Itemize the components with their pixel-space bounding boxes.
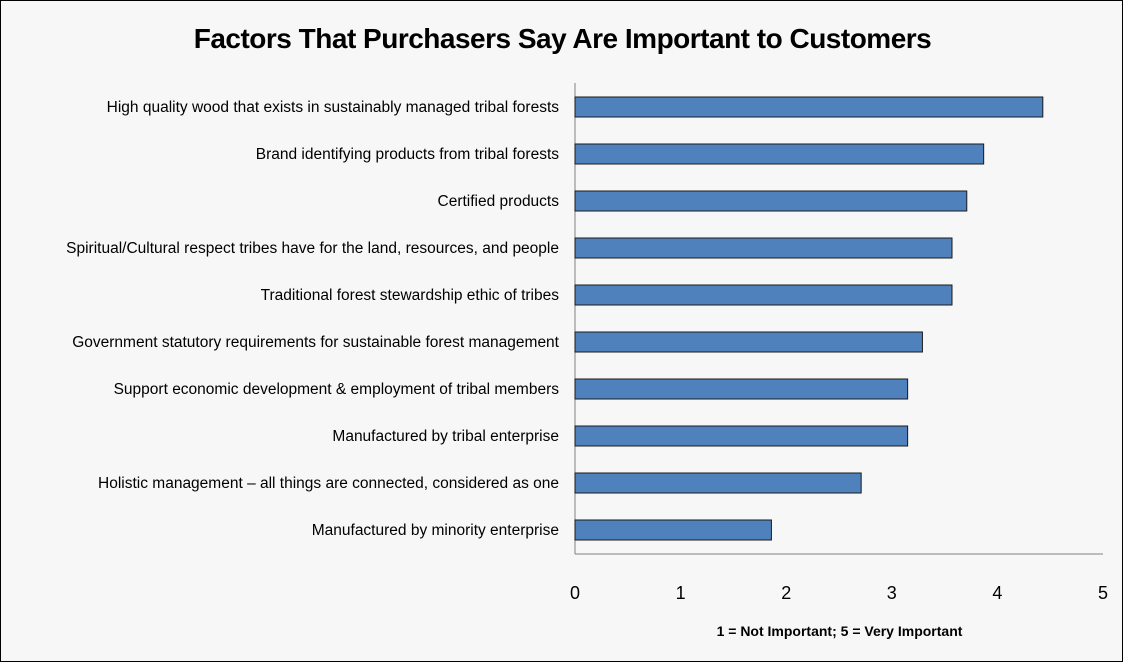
category-label: Manufactured by minority enterprise — [312, 522, 559, 539]
bar — [574, 143, 985, 165]
x-tick-label: 4 — [992, 583, 1002, 603]
bar — [574, 284, 953, 306]
x-axis-label: 1 = Not Important; 5 = Very Important — [716, 623, 963, 639]
x-tick-label: 2 — [781, 583, 791, 603]
x-tick-label: 5 — [1098, 583, 1108, 603]
bar — [574, 96, 1044, 118]
category-label: Holistic management – all things are con… — [98, 475, 559, 492]
bar — [574, 190, 968, 212]
bar — [574, 378, 909, 400]
bar — [574, 519, 772, 541]
bar — [574, 472, 862, 494]
category-label: Brand identifying products from tribal f… — [256, 146, 559, 163]
category-label: Traditional forest stewardship ethic of … — [261, 287, 560, 304]
bar — [574, 237, 953, 259]
bar — [574, 425, 909, 447]
chart-title: Factors That Purchasers Say Are Importan… — [193, 23, 932, 54]
category-label: Government statutory requirements for su… — [72, 334, 559, 351]
x-tick-label: 1 — [676, 583, 686, 603]
x-tick-label: 0 — [570, 583, 580, 603]
category-label: Manufactured by tribal enterprise — [332, 428, 559, 445]
category-label: Support economic development & employmen… — [114, 381, 560, 398]
x-tick-label: 3 — [887, 583, 897, 603]
category-label: Spiritual/Cultural respect tribes have f… — [66, 240, 559, 257]
bar — [574, 331, 923, 353]
category-label: Certified products — [438, 193, 560, 210]
category-label: High quality wood that exists in sustain… — [107, 99, 560, 116]
